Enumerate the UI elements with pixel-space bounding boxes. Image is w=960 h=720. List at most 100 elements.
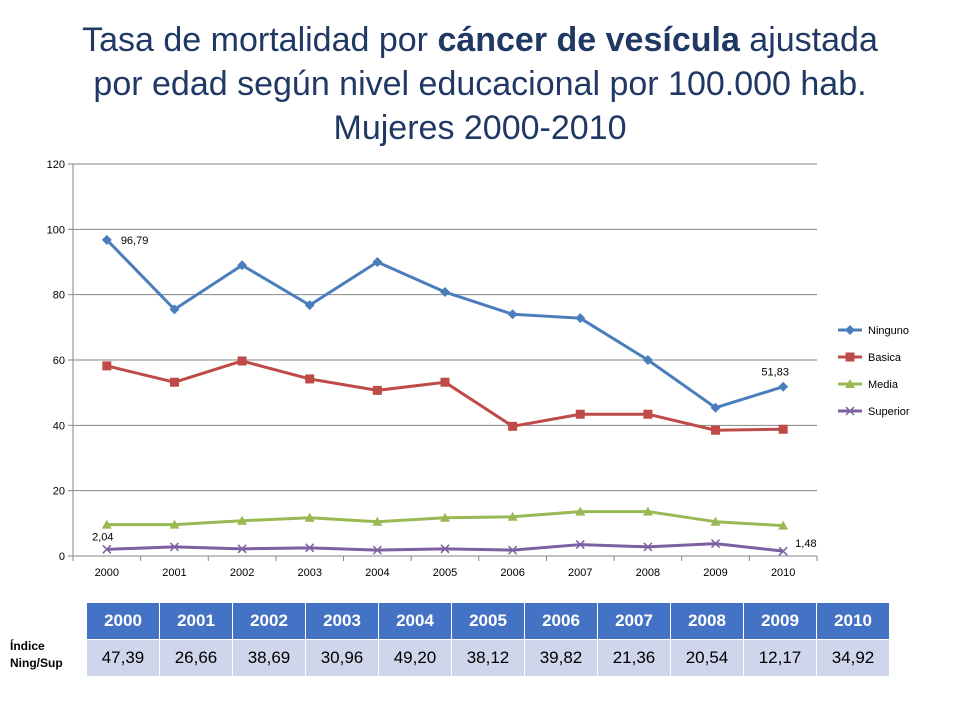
data-point-superior — [305, 543, 315, 553]
data-point-ninguno — [642, 355, 653, 365]
index-value-2008: 20,54 — [670, 639, 744, 677]
data-point-media — [575, 506, 586, 516]
index-year-2006: 2006 — [524, 602, 598, 640]
legend-label-ninguno: Ninguno — [868, 325, 909, 337]
legend-marker-ninguno — [845, 325, 855, 335]
x-tick-label: 2005 — [433, 567, 457, 579]
data-point-superior — [778, 546, 788, 556]
data-point-ninguno — [372, 257, 383, 267]
data-point-media — [169, 519, 180, 529]
y-tick-label: 40 — [53, 420, 65, 432]
data-point-ninguno — [778, 381, 789, 392]
chart-title: Tasa de mortalidad por cáncer de vesícul… — [0, 18, 960, 150]
series-lines — [101, 234, 789, 556]
marker-stroke — [102, 544, 112, 554]
index-year-2010: 2010 — [816, 602, 890, 640]
data-labels: 96,79 51,83 2,04 1,48 — [92, 235, 816, 550]
index-year-2003: 2003 — [305, 602, 379, 640]
axes: 0 20 40 60 80 100 120 2000 2001 2002 2003 2004 2005 2… — [47, 159, 818, 579]
data-point-ninguno — [304, 300, 315, 311]
x-tick-label: 2007 — [568, 567, 592, 579]
index-label-line-2: Ning/Sup — [10, 656, 63, 670]
marker-stroke — [237, 544, 247, 554]
data-point-basica — [575, 409, 585, 419]
y-tick-label: 100 — [47, 224, 65, 236]
data-point-superior — [237, 544, 247, 554]
marker-stroke — [508, 545, 518, 555]
index-value-2000: 47,39 — [86, 639, 160, 677]
legend: Ninguno Basica Media Superior — [838, 325, 910, 418]
data-point-media — [642, 506, 653, 516]
data-point-superior — [643, 542, 653, 552]
data-point-ninguno — [507, 309, 518, 320]
y-tick-label: 80 — [53, 290, 65, 302]
data-point-ninguno — [169, 304, 180, 315]
marker-stroke — [305, 543, 315, 553]
title-line-3: Mujeres 2000-2010 — [333, 109, 627, 147]
index-value-2010: 34,92 — [816, 639, 890, 677]
x-tick-label: 2008 — [636, 567, 660, 579]
legend-marker-basica — [845, 352, 855, 362]
data-point-basica — [508, 421, 518, 431]
data-point-media — [304, 512, 315, 522]
legend-marker-superior — [845, 406, 855, 416]
data-point-superior — [169, 542, 179, 552]
data-point-media — [507, 511, 518, 521]
data-point-superior — [575, 540, 585, 550]
data-point-superior — [102, 544, 112, 554]
data-point-basica — [711, 425, 721, 435]
index-year-2000: 2000 — [86, 602, 160, 640]
title-line-1: Tasa de mortalidad por cáncer de vesícul… — [0, 18, 960, 62]
y-tick-label: 20 — [53, 486, 65, 498]
marker-stroke — [169, 542, 179, 552]
index-year-2001: 2001 — [159, 602, 233, 640]
marker-stroke — [372, 545, 382, 555]
index-table-value-row: 47,39 26,66 38,69 30,96 49,20 38,12 39,82 21,36… — [86, 639, 890, 677]
index-table-header-row: 2000 2001 2002 2003 2004 2005 2006 2007 2008 2009… — [86, 602, 890, 640]
x-tick-label: 2002 — [230, 567, 254, 579]
data-point-media — [440, 512, 450, 522]
data-point-ninguno — [237, 260, 248, 271]
data-point-ninguno — [440, 287, 450, 298]
x-tick-label: 2009 — [703, 567, 727, 579]
marker-stroke — [440, 544, 450, 554]
index-value-2003: 30,96 — [305, 639, 379, 677]
legend-label-superior: Superior — [868, 406, 910, 418]
x-tick-label: 2010 — [771, 567, 795, 579]
data-label: 1,48 — [795, 538, 816, 550]
index-year-2009: 2009 — [743, 602, 817, 640]
data-label: 96,79 — [121, 235, 149, 247]
x-tick-label: 2003 — [297, 567, 321, 579]
data-point-basica — [237, 356, 247, 366]
marker-stroke — [845, 406, 855, 416]
index-value-2002: 38,69 — [232, 639, 306, 677]
data-point-ninguno — [575, 313, 586, 324]
data-point-superior — [440, 544, 450, 554]
index-value-2001: 26,66 — [159, 639, 233, 677]
y-tick-label: 120 — [47, 159, 65, 171]
index-label: Índice Ning/Sup — [10, 638, 63, 672]
index-year-2002: 2002 — [232, 602, 306, 640]
title-bold: cáncer de vesícula — [437, 21, 740, 59]
x-tick-label: 2004 — [365, 567, 389, 579]
index-value-2006: 39,82 — [524, 639, 598, 677]
legend-label-media: Media — [868, 379, 899, 391]
index-year-2004: 2004 — [378, 602, 452, 640]
title-line-2: por edad según nivel educacional por 100… — [93, 65, 867, 103]
data-point-ninguno — [101, 234, 112, 245]
title-part-1: Tasa de mortalidad por — [82, 21, 438, 59]
index-year-2008: 2008 — [670, 602, 744, 640]
legend-marker-media — [845, 379, 855, 388]
x-tick-label: 2001 — [162, 567, 186, 579]
data-point-ninguno — [710, 402, 721, 413]
data-point-basica — [778, 424, 788, 434]
data-point-media — [710, 516, 721, 526]
index-year-2007: 2007 — [597, 602, 671, 640]
series-line-basica — [106, 359, 784, 432]
marker-stroke — [711, 539, 721, 549]
y-tick-label: 0 — [59, 551, 65, 563]
data-point-basica — [372, 385, 382, 395]
x-tick-label: 2006 — [500, 567, 524, 579]
data-point-basica — [643, 409, 653, 419]
series-line-superior — [106, 542, 784, 553]
